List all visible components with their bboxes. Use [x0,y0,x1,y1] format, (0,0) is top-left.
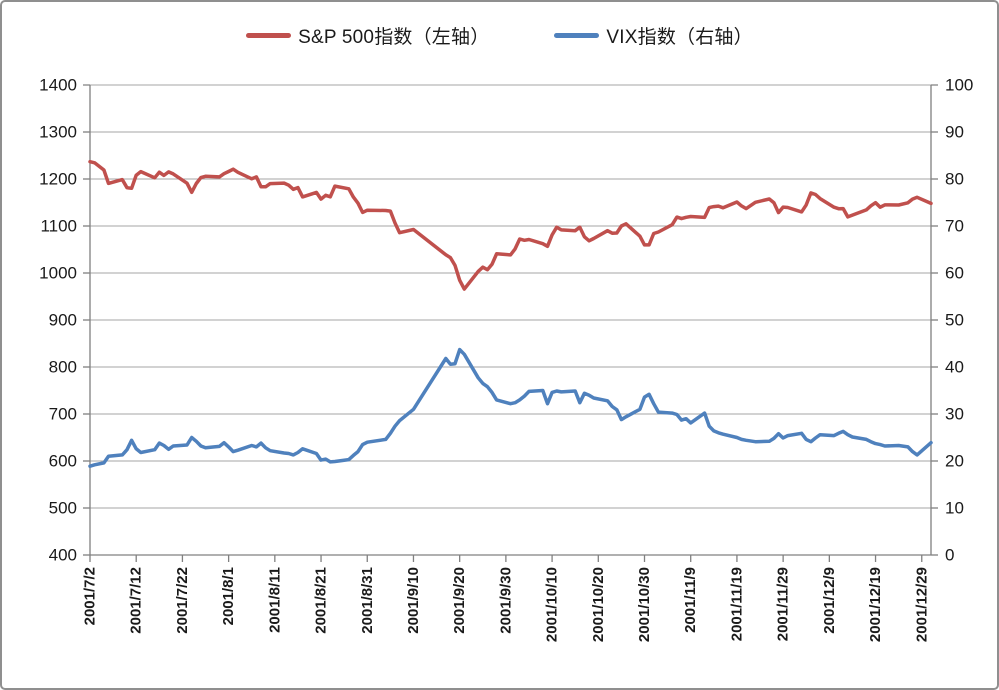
x-axis-date-label: 2001/8/31 [359,567,376,634]
y-axis-right-label: 70 [945,217,964,236]
y-axis-right-label: 50 [945,311,964,330]
x-axis-date-label: 2001/8/11 [266,567,283,633]
y-axis-left-label: 1000 [39,264,77,283]
x-axis-date-label: 2001/10/20 [590,567,607,642]
y-axis-left-label: 800 [49,358,77,377]
y-axis-left-label: 1400 [39,76,77,95]
x-axis-date-label: 2001/12/9 [821,567,838,634]
y-axis-right-label: 60 [945,264,964,283]
y-axis-left-label: 400 [49,546,77,565]
x-axis-date-label: 2001/11/29 [775,567,792,641]
y-axis-right-label: 10 [945,499,964,518]
vix-legend-label: VIX指数（右轴） [606,27,753,48]
legend: S&P 500指数（左轴） VIX指数（右轴） [2,22,997,49]
y-axis-right-label: 20 [945,452,964,471]
y-axis-right-label: 40 [945,358,964,377]
y-axis-right-label: 30 [945,405,964,424]
y-axis-left-label: 1300 [39,123,77,142]
x-axis-date-label: 2001/11/19 [728,567,745,641]
sp500-legend-line-swatch [246,33,292,38]
sp500-series-line [88,159,933,291]
vix-series-line [88,347,933,468]
x-axis-date-label: 2001/7/12 [128,567,145,634]
x-axis-date-label: 2001/8/21 [313,567,330,634]
y-axis-right-label: 100 [945,76,973,95]
x-axis-date-label: 2001/9/30 [497,567,514,634]
y-axis-left-label: 700 [49,405,77,424]
y-axis-left-label: 1200 [39,170,77,189]
legend-item-sp500: S&P 500指数（左轴） [246,22,489,49]
y-axis-right-label: 80 [945,170,964,189]
x-axis-date-label: 2001/10/30 [636,567,653,642]
sp500-legend-label: S&P 500指数（左轴） [298,27,490,48]
y-axis-right-label: 0 [945,546,954,565]
x-axis-date-label: 2001/7/22 [174,567,191,634]
x-axis-date-label: 2001/7/2 [82,567,99,625]
y-axis-left-label: 500 [49,499,77,518]
y-axis-left-label: 600 [49,452,77,471]
x-axis-date-label: 2001/9/20 [451,567,468,634]
legend-item-vix: VIX指数（右轴） [554,22,753,49]
y-axis-left-label: 1100 [40,217,77,236]
x-axis-date-label: 2001/10/10 [544,567,561,642]
x-axis-date-label: 2001/8/1 [220,567,237,625]
vix-legend-line-swatch [554,33,600,38]
x-axis-date-label: 2001/9/10 [405,567,422,634]
x-axis-date-label: 2001/12/19 [867,567,884,642]
x-axis-date-label: 2001/11/9 [682,567,699,633]
y-axis-right-label: 90 [945,123,964,142]
y-axis-left-label: 900 [49,311,77,330]
x-axis-date-label: 2001/12/29 [913,567,930,642]
